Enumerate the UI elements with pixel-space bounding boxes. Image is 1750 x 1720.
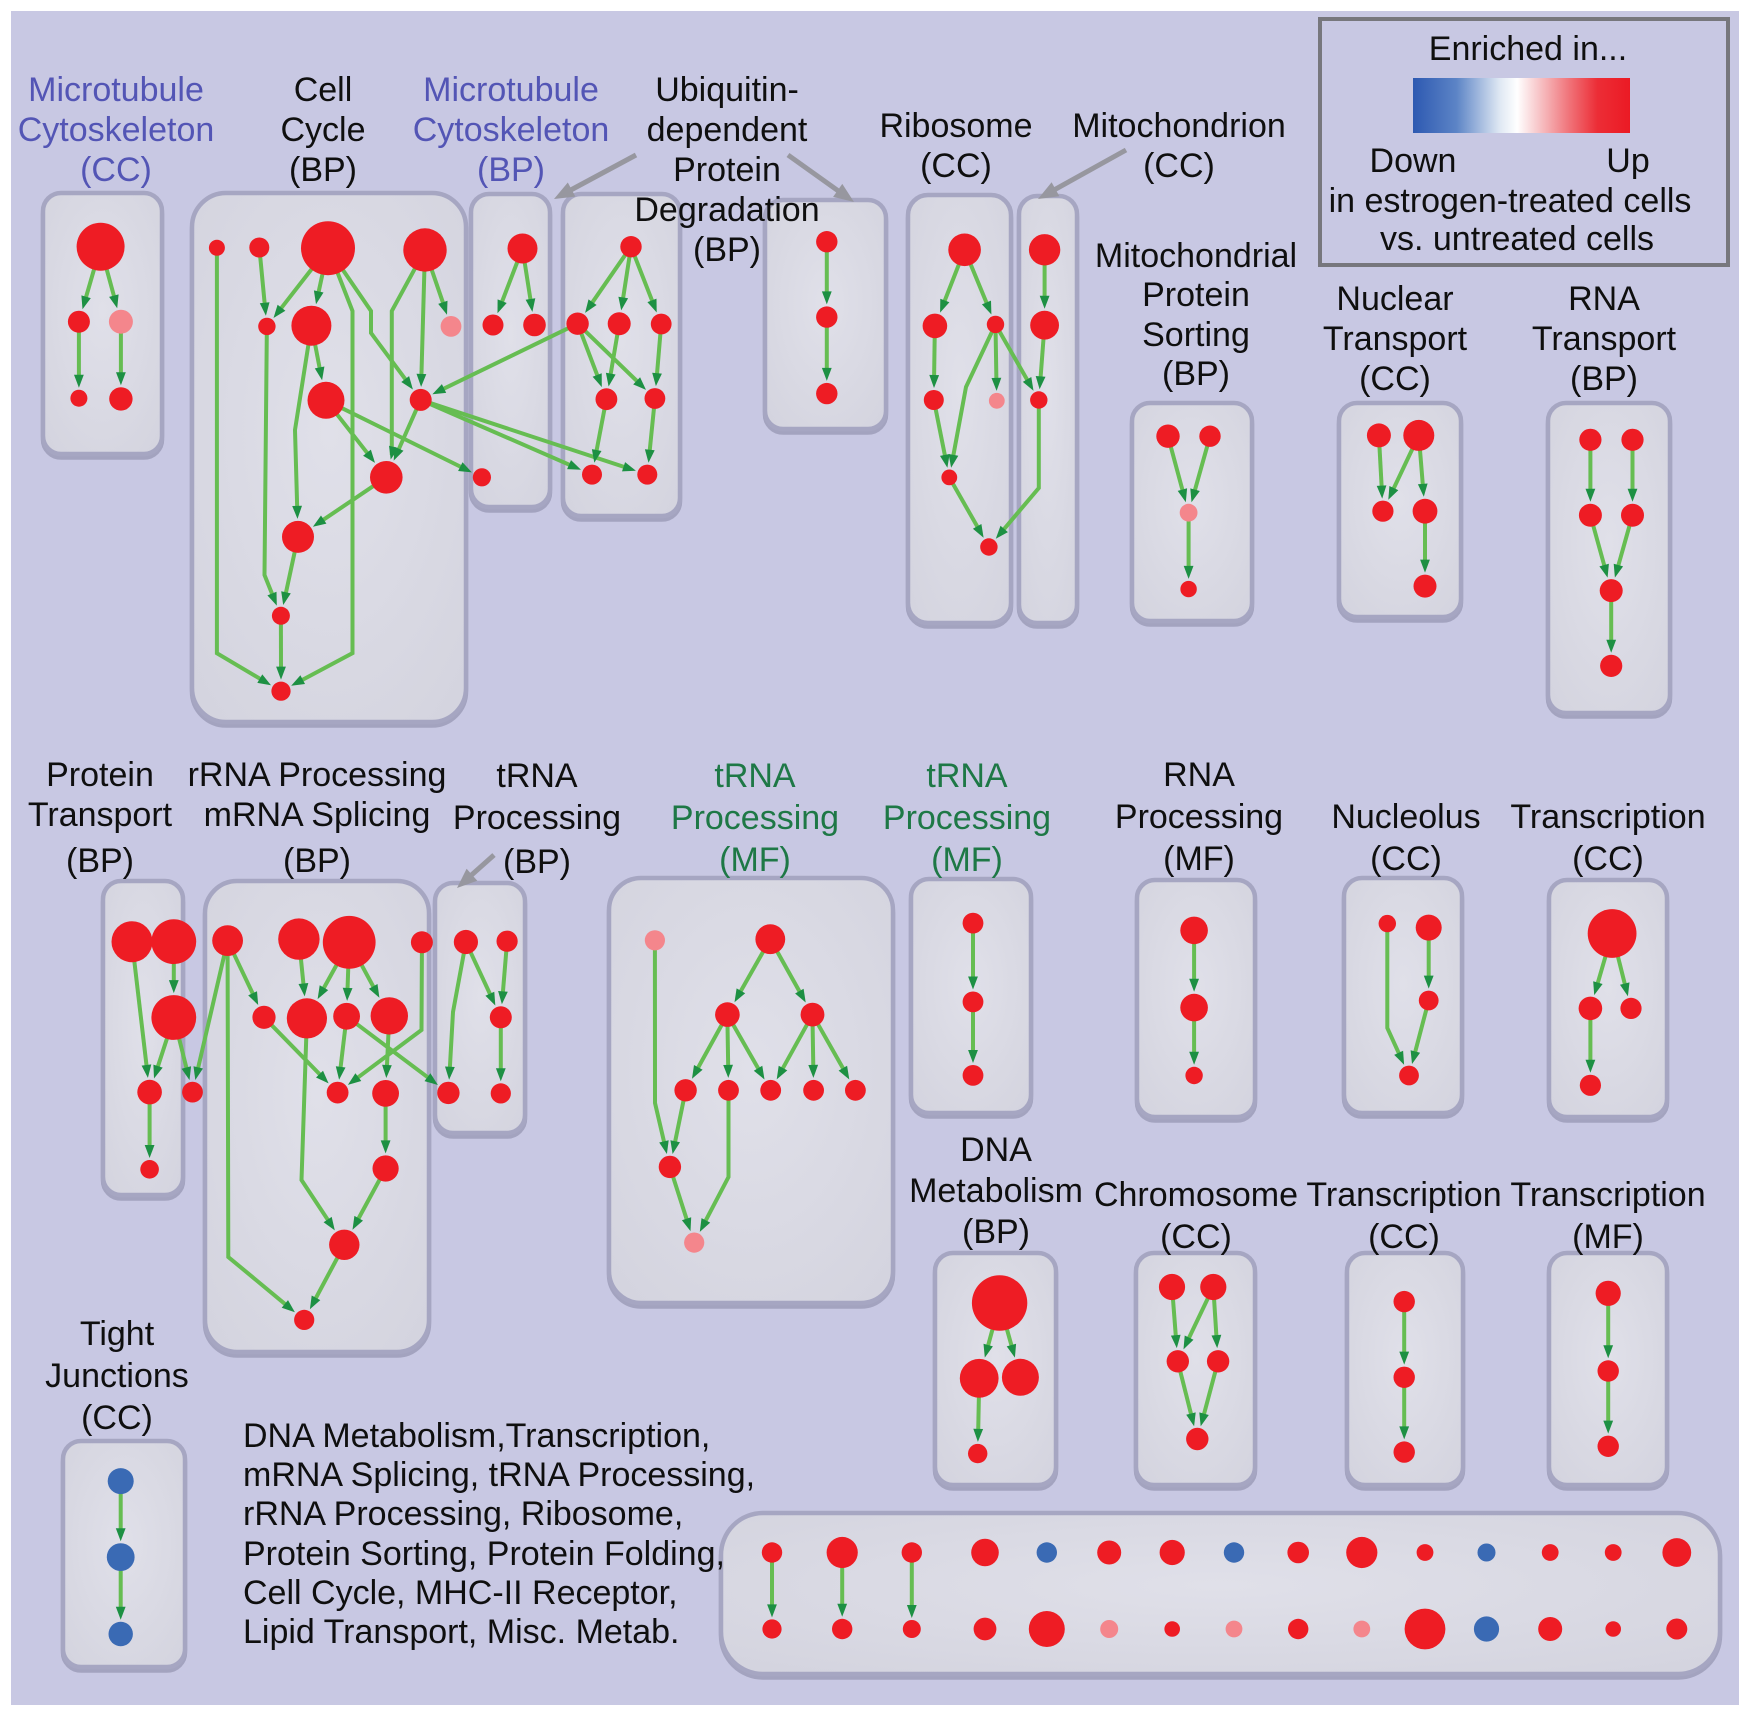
svg-text:vs. untreated cells: vs. untreated cells [1380,220,1654,258]
svg-text:(BP): (BP) [1570,360,1638,398]
svg-text:Microtubule: Microtubule [423,71,599,109]
svg-text:Tight: Tight [80,1315,155,1353]
svg-text:Processing: Processing [1115,798,1283,836]
svg-text:Cycle: Cycle [280,111,365,149]
svg-text:(BP): (BP) [283,842,351,880]
svg-text:Up: Up [1606,142,1649,180]
svg-text:RNA: RNA [1568,280,1640,318]
svg-text:Nucleolus: Nucleolus [1331,798,1480,836]
svg-text:Nuclear: Nuclear [1336,280,1453,318]
svg-text:(MF): (MF) [1163,840,1235,878]
svg-text:Cytoskeleton: Cytoskeleton [413,111,610,149]
svg-text:Metabolism: Metabolism [909,1172,1083,1210]
svg-text:Down: Down [1370,142,1457,180]
svg-text:Transport: Transport [28,796,173,834]
svg-text:RNA: RNA [1163,756,1235,794]
svg-text:(CC): (CC) [81,1399,153,1437]
svg-text:in estrogen-treated cells: in estrogen-treated cells [1329,182,1692,220]
svg-text:rRNA Processing, Ribosome,: rRNA Processing, Ribosome, [243,1495,683,1533]
svg-text:tRNA: tRNA [714,757,796,795]
svg-text:Degradation: Degradation [634,191,819,229]
svg-text:Enriched in...: Enriched in... [1429,30,1627,68]
svg-text:(CC): (CC) [1160,1218,1232,1256]
svg-text:Processing: Processing [671,799,839,837]
svg-text:(CC): (CC) [1143,147,1215,185]
svg-text:rRNA Processing: rRNA Processing [188,756,447,794]
svg-text:Protein: Protein [46,756,154,794]
svg-text:(BP): (BP) [66,842,134,880]
svg-text:Transcription: Transcription [1510,1176,1705,1214]
svg-text:Protein: Protein [1142,276,1250,314]
svg-text:mRNA Splicing: mRNA Splicing [204,796,431,834]
svg-text:(CC): (CC) [1572,840,1644,878]
svg-text:(BP): (BP) [503,843,571,881]
svg-text:Cell: Cell [294,71,353,109]
svg-text:Sorting: Sorting [1142,316,1250,354]
svg-text:(CC): (CC) [1359,360,1431,398]
svg-text:Mitochondrial: Mitochondrial [1095,237,1297,275]
svg-text:Microtubule: Microtubule [28,71,204,109]
svg-text:(MF): (MF) [719,841,791,879]
svg-text:Lipid Transport, Misc. Metab.: Lipid Transport, Misc. Metab. [243,1613,680,1651]
svg-text:Cytoskeleton: Cytoskeleton [18,111,215,149]
svg-text:Ribosome: Ribosome [879,107,1032,145]
svg-text:Mitochondrion: Mitochondrion [1072,107,1286,145]
svg-text:Cell Cycle, MHC-II Receptor,: Cell Cycle, MHC-II Receptor, [243,1574,678,1612]
svg-text:mRNA Splicing, tRNA Processing: mRNA Splicing, tRNA Processing, [243,1456,755,1494]
svg-text:Processing: Processing [453,799,621,837]
svg-text:Transcription: Transcription [1306,1176,1501,1214]
svg-text:(CC): (CC) [1370,840,1442,878]
svg-text:(BP): (BP) [693,231,761,269]
svg-text:(CC): (CC) [1368,1218,1440,1256]
svg-text:DNA: DNA [960,1131,1032,1169]
svg-text:Transcription: Transcription [1510,798,1705,836]
svg-text:Protein Sorting, Protein Foldi: Protein Sorting, Protein Folding, [243,1535,725,1573]
svg-text:(BP): (BP) [962,1213,1030,1251]
svg-text:(CC): (CC) [920,147,992,185]
svg-text:DNA Metabolism,Transcription,: DNA Metabolism,Transcription, [243,1417,710,1455]
svg-text:Ubiquitin-: Ubiquitin- [655,71,799,109]
svg-text:Protein: Protein [673,151,781,189]
svg-text:Junctions: Junctions [45,1357,189,1395]
svg-text:(MF): (MF) [1572,1218,1644,1256]
svg-text:Chromosome: Chromosome [1094,1176,1298,1214]
svg-text:dependent: dependent [647,111,808,149]
svg-text:Transport: Transport [1323,320,1468,358]
svg-text:Processing: Processing [883,799,1051,837]
svg-text:(BP): (BP) [477,151,545,189]
svg-text:(MF): (MF) [931,841,1003,879]
svg-text:tRNA: tRNA [926,757,1008,795]
svg-text:(BP): (BP) [289,151,357,189]
svg-text:(BP): (BP) [1162,355,1230,393]
svg-text:(CC): (CC) [80,151,152,189]
svg-text:Transport: Transport [1532,320,1677,358]
svg-text:tRNA: tRNA [496,757,578,795]
